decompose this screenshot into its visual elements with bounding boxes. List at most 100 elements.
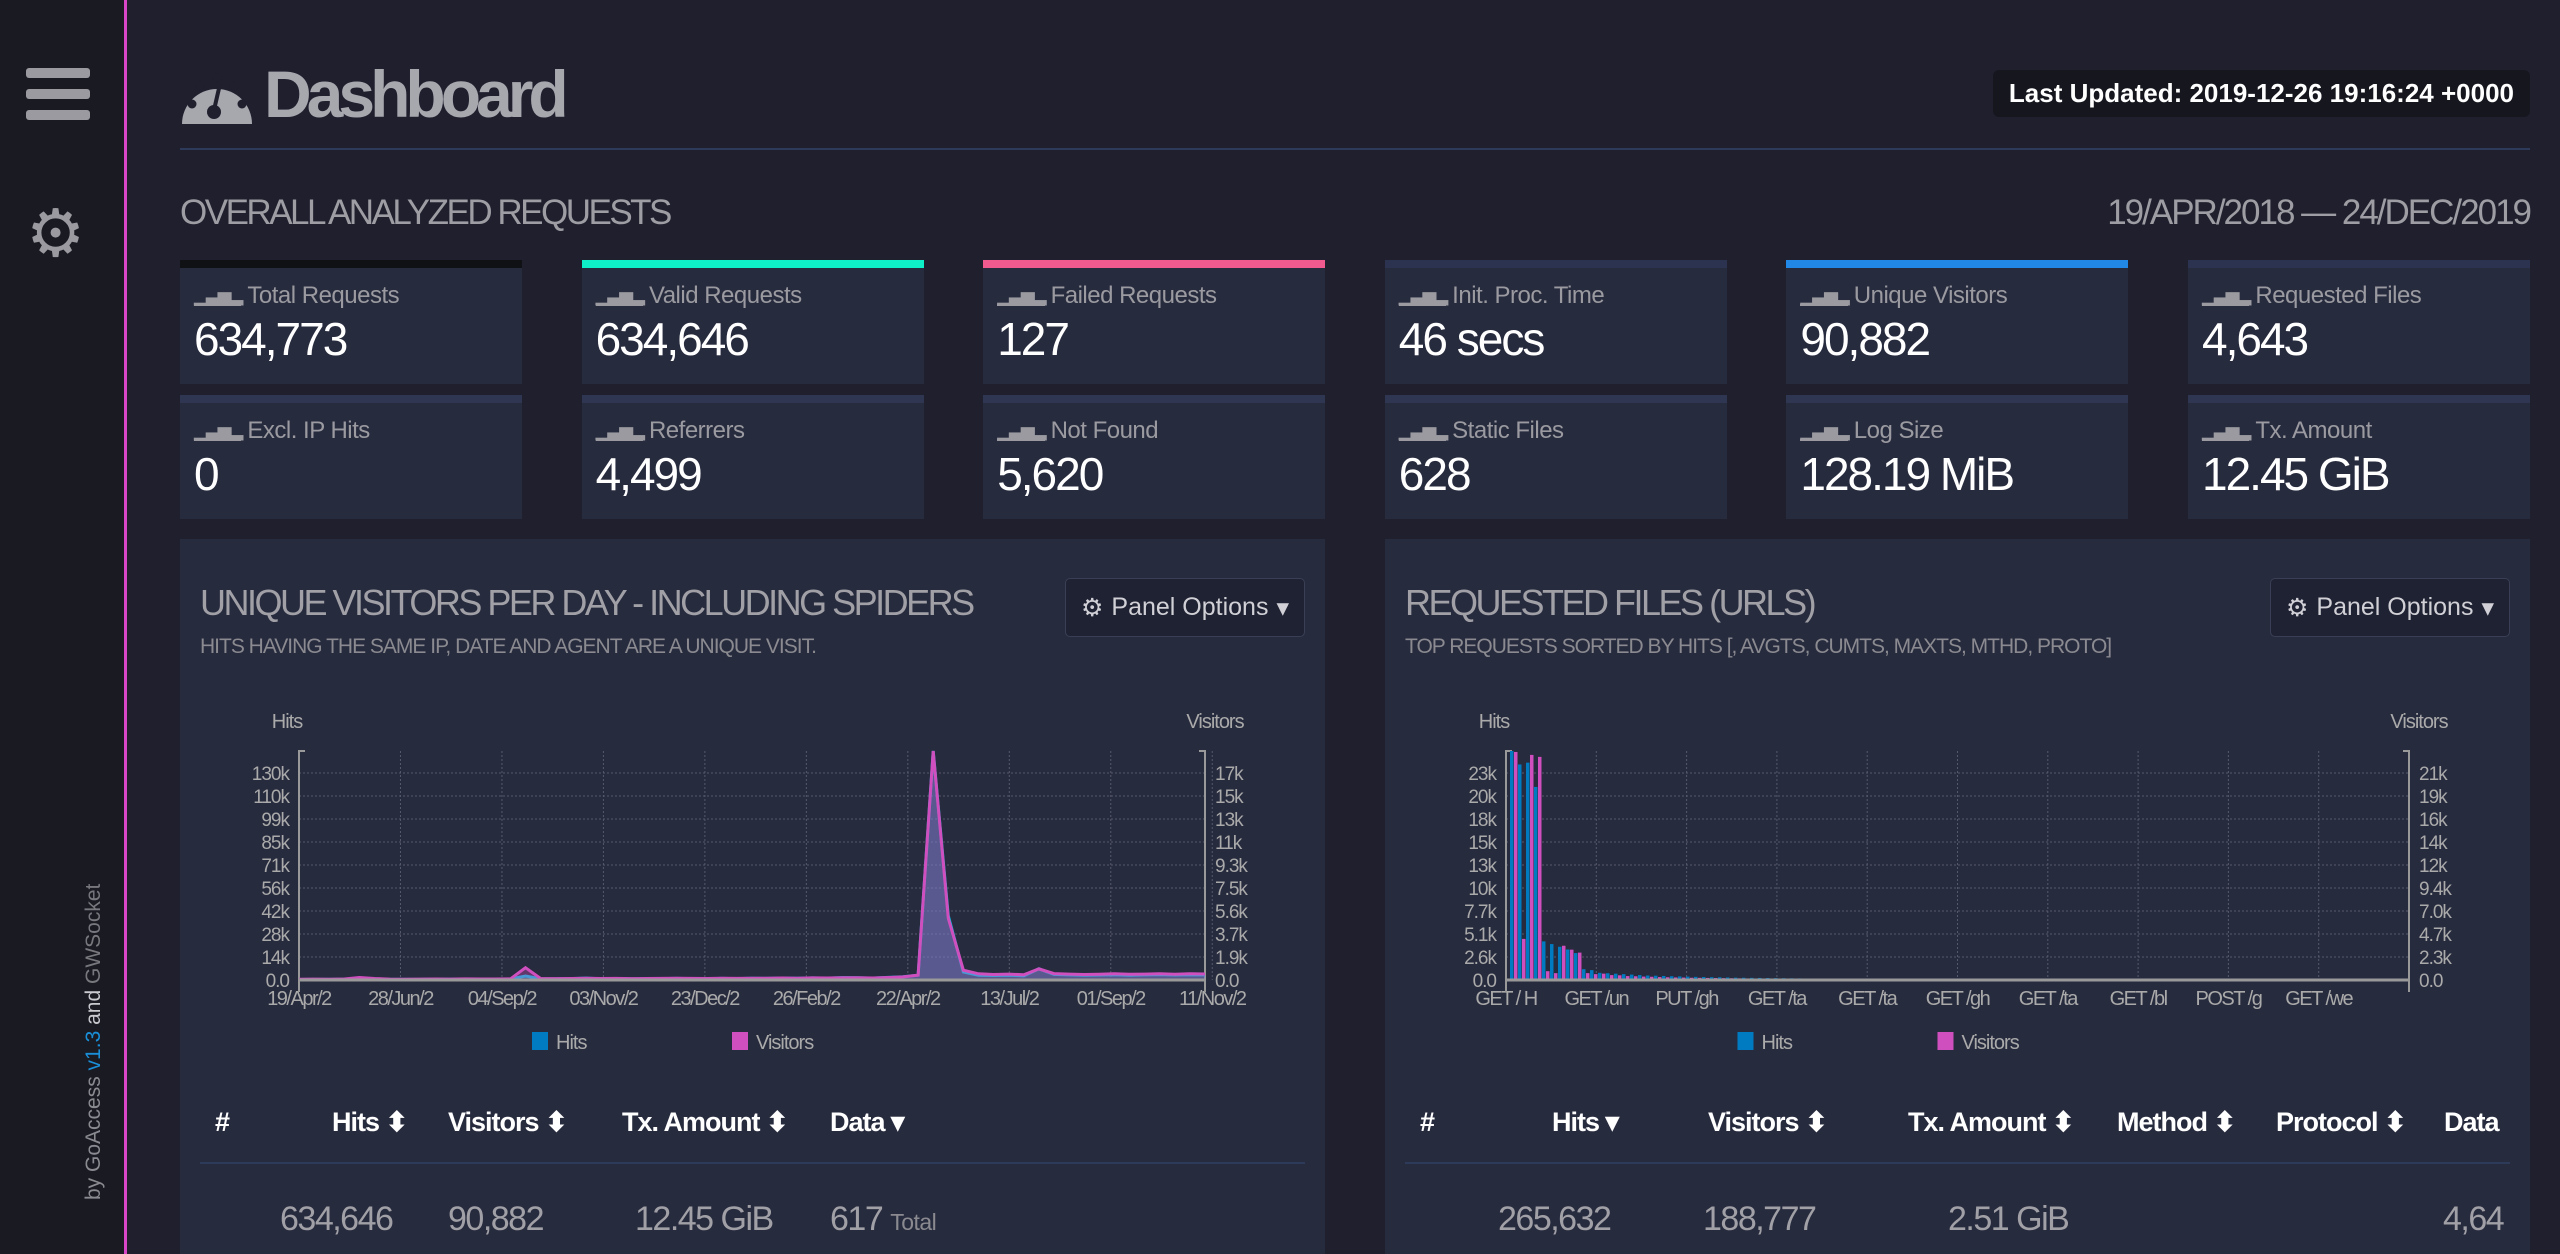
stat-card: ▁▃▅▂ Static Files 628: [1384, 395, 1727, 519]
hamburger-icon[interactable]: [26, 68, 90, 120]
y-tick-label: 110k: [253, 787, 290, 808]
bar-chart-icon: ▁▃▅▂: [1800, 420, 1850, 441]
legend-label-visitors: Visitors: [756, 1032, 814, 1054]
stat-card: ▁▃▅▂ Excl. IP Hits 0: [180, 395, 522, 519]
panel-options-button[interactable]: ⚙ Panel Options ▾: [1065, 578, 1305, 637]
col-index: #: [1420, 1107, 1435, 1137]
bar-visitors: [1593, 974, 1598, 980]
card-label: Total Requests: [247, 282, 400, 309]
card-value: 46 secs: [1398, 313, 1546, 365]
card-value: 127: [997, 313, 1070, 365]
col-hits[interactable]: Hits ⬍: [332, 1107, 408, 1137]
bar-hits: [1629, 974, 1634, 980]
bar-chart-icon: ▁▃▅▂: [1398, 420, 1448, 441]
y-axis-label: Hits: [1479, 711, 1510, 733]
col-method[interactable]: Method ⬍: [2117, 1107, 2236, 1137]
credit-and: and: [82, 989, 105, 1025]
x-tick-label: GET /gh: [1926, 988, 1990, 1010]
col-visitors[interactable]: Visitors ⬍: [448, 1107, 568, 1137]
bar-visitors: [1609, 975, 1614, 980]
y2-tick-label: 3.7k: [1215, 925, 1248, 946]
bar-hits: [1581, 969, 1586, 980]
panel-options-button[interactable]: ⚙ Panel Options ▾: [2270, 578, 2510, 637]
card-value: 634,773: [194, 313, 348, 365]
panel-title: UNIQUE VISITORS PER DAY - INCLUDING SPID…: [200, 582, 975, 623]
bar-hits: [1685, 976, 1690, 980]
y2-axis: [1199, 750, 1206, 992]
card-value: 5,620: [997, 448, 1104, 500]
total-data: 4,64: [2443, 1200, 2505, 1238]
stat-card: ▁▃▅▂ Log Size 128.19 MiB: [1786, 395, 2129, 519]
y-tick-label: 20k: [1468, 787, 1497, 808]
y-tick-label: 28k: [261, 925, 290, 946]
bar-hits: [1549, 944, 1554, 980]
bar-hits: [1517, 764, 1522, 980]
y-tick-label: 42k: [261, 902, 290, 923]
x-tick-label: 13/Jul/2: [980, 988, 1039, 1010]
panel-options-label: Panel Options: [1111, 593, 1269, 621]
stat-card: ▁▃▅▂ Unique Visitors 90,882: [1786, 260, 2129, 384]
y2-tick-label: 0.0: [2419, 971, 2443, 992]
card-label: Init. Proc. Time: [1452, 282, 1605, 309]
bar-chart-icon: ▁▃▅▂: [1800, 285, 1850, 306]
legend-swatch-hits: [532, 1032, 548, 1050]
bar-chart-icon: ▁▃▅▂: [997, 420, 1047, 441]
stat-card: ▁▃▅▂ Failed Requests 127: [983, 260, 1326, 384]
card-label: Unique Visitors: [1853, 282, 2008, 309]
bar-hits: [1589, 970, 1594, 980]
x-tick-label: GET /ta: [1748, 988, 1808, 1010]
table-divider: [200, 1162, 1305, 1164]
divider: [180, 148, 2530, 150]
stat-card: ▁▃▅▂ Not Found 5,620: [983, 395, 1326, 519]
bar-hits: [1693, 976, 1698, 980]
x-tick-label: 23/Dec/2: [671, 988, 740, 1010]
col-tx-amount[interactable]: Tx. Amount ⬍: [622, 1107, 789, 1137]
bar-chart-icon: ▁▃▅▂: [997, 285, 1047, 306]
bar-visitors: [1545, 971, 1550, 980]
y2-tick-label: 9.4k: [2419, 879, 2452, 900]
bar-hits: [1533, 786, 1538, 980]
bar-hits: [1645, 975, 1650, 980]
gear-icon: ⚙: [1080, 593, 1104, 622]
bar-chart-icon: ▁▃▅▂: [194, 420, 243, 441]
legend-label-visitors: Visitors: [1962, 1032, 2020, 1054]
y-tick-label: 2.6k: [1464, 948, 1497, 969]
legend-swatch-hits: [1737, 1032, 1754, 1050]
card-value: 634,646: [595, 313, 750, 365]
bar-hits: [1605, 973, 1610, 980]
legend-label-hits: Hits: [1762, 1032, 1793, 1054]
bar-hits: [1525, 762, 1530, 980]
y2-tick-label: 13k: [1215, 810, 1244, 831]
card-label: Valid Requests: [648, 282, 802, 309]
bar-visitors: [1625, 976, 1630, 980]
version-link[interactable]: v1.3: [82, 1030, 105, 1071]
x-tick-label: GET /un: [1564, 988, 1628, 1010]
total-visitors: 90,882: [448, 1200, 545, 1238]
legend-swatch-visitors: [1937, 1032, 1954, 1050]
legend-swatch-visitors: [732, 1032, 748, 1050]
stat-card: ▁▃▅▂ Tx. Amount 12.45 GiB: [2188, 395, 2530, 519]
bar-visitors: [1569, 949, 1574, 980]
col-protocol[interactable]: Protocol ⬍: [2276, 1107, 2407, 1137]
gear-icon[interactable]: ⚙: [26, 196, 86, 270]
gwsocket-link[interactable]: GWSocket: [82, 883, 105, 984]
col-data[interactable]: Data ▾: [830, 1107, 905, 1137]
y-tick-label: 7.7k: [1464, 902, 1497, 923]
card-label: Requested Files: [2255, 282, 2422, 309]
bar-hits: [1621, 974, 1626, 980]
total-tx: 12.45 GiB: [635, 1200, 774, 1238]
x-tick-label: 03/Nov/2: [569, 988, 638, 1010]
x-tick-label: 01/Sep/2: [1077, 988, 1146, 1010]
card-label: Excl. IP Hits: [247, 417, 370, 444]
col-data[interactable]: Data: [2444, 1107, 2500, 1137]
x-tick-label: GET /ta: [2019, 988, 2079, 1010]
total-visitors: 188,777: [1703, 1200, 1817, 1238]
x-tick-label: POST /g: [2195, 988, 2261, 1010]
bar-chart-icon: ▁▃▅▂: [2202, 420, 2251, 441]
y2-tick-label: 19k: [2419, 787, 2448, 808]
bar-hits: [1637, 975, 1642, 980]
x-tick-label: PUT /gh: [1655, 988, 1718, 1010]
col-hits[interactable]: Hits ▾: [1552, 1107, 1619, 1137]
col-tx-amount[interactable]: Tx. Amount ⬍: [1908, 1107, 2075, 1137]
col-visitors[interactable]: Visitors ⬍: [1708, 1107, 1828, 1137]
